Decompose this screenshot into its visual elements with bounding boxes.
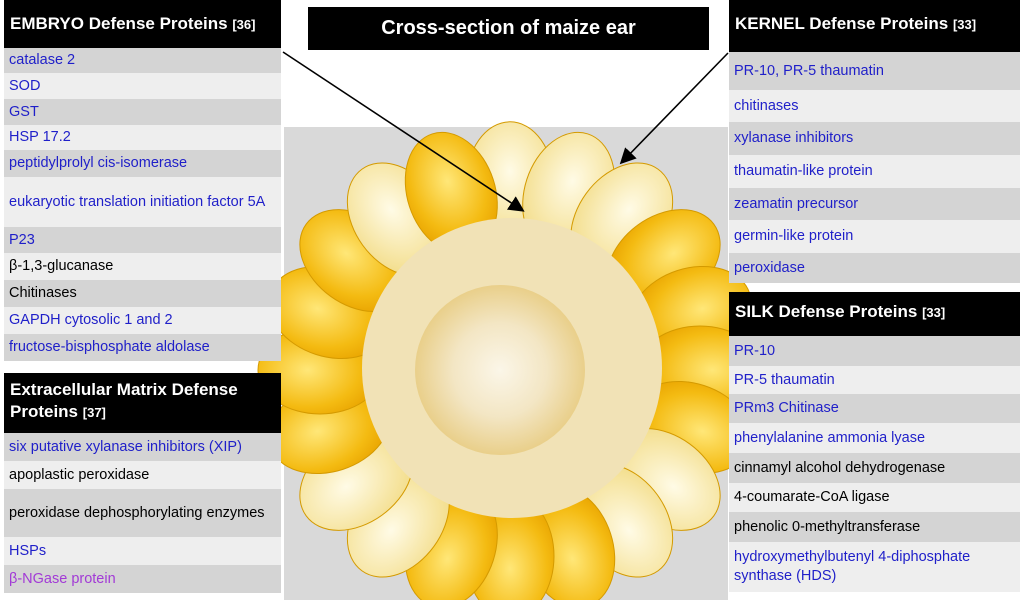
kernel-item: thaumatin-like protein — [729, 155, 1020, 188]
embryo-title: EMBRYO Defense Proteins — [10, 14, 228, 33]
ecm-item: HSPs — [4, 537, 281, 565]
ecm-item: six putative xylanase inhibitors (XIP) — [4, 433, 281, 461]
embryo-item: Chitinases — [4, 280, 281, 307]
embryo-ref: [36] — [232, 17, 256, 32]
silk-item: cinnamyl alcohol dehydrogenase — [729, 453, 1020, 483]
ecm-ref: [37] — [82, 405, 106, 420]
embryo-item: GST — [4, 99, 281, 125]
kernel-item: germin-like protein — [729, 220, 1020, 253]
embryo-list: catalase 2 SOD GST HSP 17.2 peptidylprolyl c… — [4, 48, 281, 361]
silk-item: 4-coumarate-CoA ligase — [729, 483, 1020, 512]
silk-item: PR-10 — [729, 336, 1020, 366]
kernel-list: PR-10, PR-5 thaumatin chitinases xylanase … — [729, 52, 1020, 283]
kernel-item: zeamatin precursor — [729, 188, 1020, 220]
cob-pith — [415, 285, 585, 455]
kernel-ring — [257, 121, 763, 600]
silk-title: SILK Defense Proteins — [735, 302, 918, 321]
embryo-item: catalase 2 — [4, 48, 281, 73]
ecm-list: six putative xylanase inhibitors (XIP) ap… — [4, 433, 281, 593]
embryo-pointer-arrow — [282, 51, 525, 212]
ecm-header: Extracellular Matrix Defense Proteins [3… — [4, 373, 281, 433]
ecm-panel: Extracellular Matrix Defense Proteins [3… — [4, 373, 281, 593]
kernel-item: PR-10, PR-5 thaumatin — [729, 52, 1020, 90]
kernel-title: KERNEL Defense Proteins — [735, 14, 949, 33]
silk-header: SILK Defense Proteins [33] — [729, 292, 1020, 336]
silk-item: PR-5 thaumatin — [729, 366, 1020, 394]
embryo-header: EMBRYO Defense Proteins [36] — [4, 0, 281, 48]
embryo-item: GAPDH cytosolic 1 and 2 — [4, 307, 281, 334]
embryo-item: fructose-bisphosphate aldolase — [4, 334, 281, 361]
silk-panel: SILK Defense Proteins [33] PR-10 PR-5 tha… — [729, 292, 1020, 592]
embryo-item: HSP 17.2 — [4, 125, 281, 150]
embryo-item: β-1,3-glucanase — [4, 253, 281, 280]
kernel-pointer-arrow — [619, 52, 729, 165]
silk-item: hydroxymethylbutenyl 4-diphosphate synth… — [729, 542, 1020, 592]
kernel-panel: KERNEL Defense Proteins [33] PR-10, PR-5… — [729, 0, 1020, 283]
ecm-title: Extracellular Matrix Defense Proteins — [10, 380, 238, 421]
kernel-header: KERNEL Defense Proteins [33] — [729, 0, 1020, 52]
ecm-item: peroxidase dephosphorylating enzymes — [4, 489, 281, 537]
embryo-item: peptidylprolyl cis-isomerase — [4, 150, 281, 177]
figure-title: Cross-section of maize ear — [308, 7, 709, 50]
silk-item: phenylalanine ammonia lyase — [729, 423, 1020, 453]
kernel-item: xylanase inhibitors — [729, 122, 1020, 155]
embryo-item: P23 — [4, 227, 281, 253]
kernel-item: peroxidase — [729, 253, 1020, 283]
ecm-item: apoplastic peroxidase — [4, 461, 281, 489]
silk-item: PRm3 Chitinase — [729, 394, 1020, 423]
kernel-item: chitinases — [729, 90, 1020, 122]
embryo-item: eukaryotic translation initiation factor… — [4, 177, 281, 227]
silk-item: phenolic 0-methyltransferase — [729, 512, 1020, 542]
ecm-item: β-NGase protein — [4, 565, 281, 593]
silk-ref: [33] — [922, 305, 946, 320]
silk-list: PR-10 PR-5 thaumatin PRm3 Chitinase phenyla… — [729, 336, 1020, 592]
embryo-item: SOD — [4, 73, 281, 99]
kernel-ref: [33] — [952, 17, 977, 32]
